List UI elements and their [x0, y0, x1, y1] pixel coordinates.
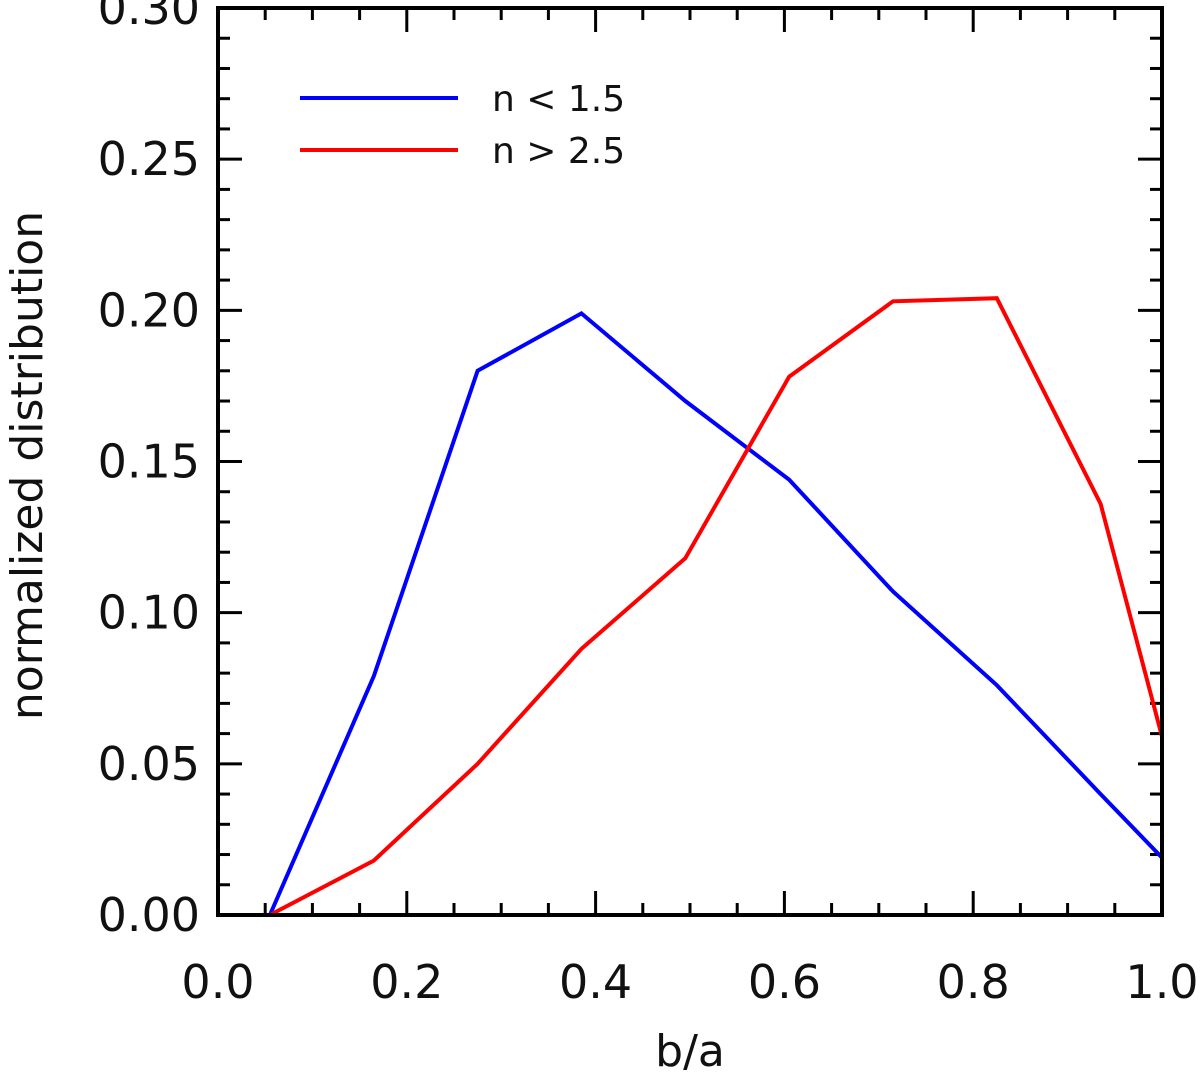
legend: n < 1.5 n > 2.5 — [300, 79, 625, 172]
legend-label-n-lt-1-5: n < 1.5 — [492, 79, 625, 120]
y-tick-label: 0.15 — [98, 435, 200, 489]
y-tick-label: 0.20 — [98, 283, 200, 337]
ticks — [216, 6, 1164, 917]
series-line-n-gt-2-5 — [268, 296, 1164, 917]
x-tick-label: 0.2 — [370, 955, 443, 1009]
x-tick-labels: 0.0 0.2 0.4 0.6 0.8 1.0 — [181, 955, 1198, 1009]
y-tick-label: 0.00 — [98, 888, 200, 942]
x-axis-title: b/a — [655, 1026, 725, 1077]
y-tick-label: 0.30 — [98, 0, 200, 35]
y-tick-label: 0.10 — [98, 586, 200, 640]
plot-frame — [216, 6, 1164, 917]
x-tick-label: 1.0 — [1125, 955, 1198, 1009]
x-tick-label: 0.4 — [559, 955, 632, 1009]
series-lines — [268, 296, 1164, 917]
y-tick-label: 0.25 — [98, 132, 200, 186]
legend-label-n-gt-2-5: n > 2.5 — [492, 131, 625, 172]
series-line-n-lt-1-5 — [268, 310, 1164, 916]
x-tick-label: 0.6 — [748, 955, 821, 1009]
y-axis-title: normalized distribution — [2, 211, 53, 720]
y-tick-labels: 0.00 0.05 0.10 0.15 0.20 0.25 0.30 — [98, 0, 200, 942]
x-tick-label: 0.0 — [181, 955, 254, 1009]
x-tick-label: 0.8 — [937, 955, 1010, 1009]
y-tick-label: 0.05 — [98, 737, 200, 791]
